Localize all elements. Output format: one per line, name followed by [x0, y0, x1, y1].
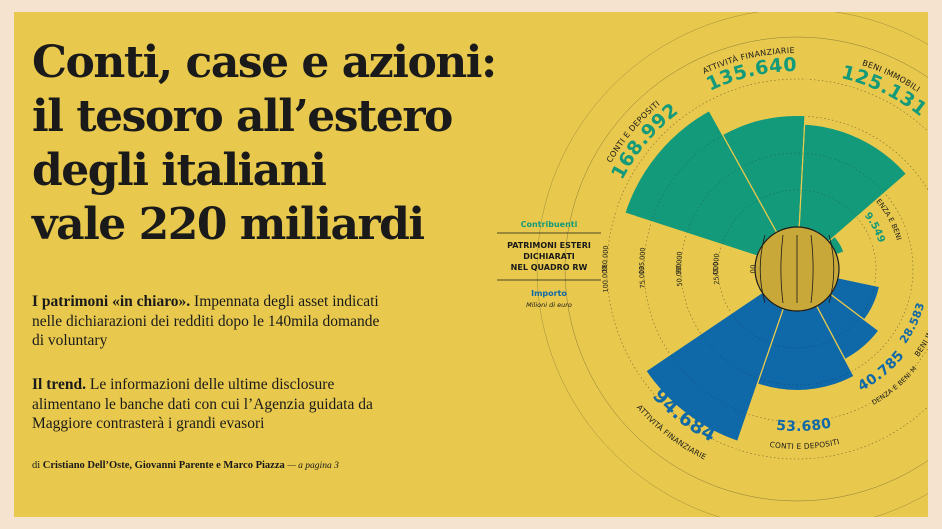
legend-importo: Importo [531, 289, 567, 298]
hub-pattern [780, 234, 784, 304]
paragraph-text: Impennata degli asset indicati nelle dic… [32, 293, 380, 349]
grid-ring [606, 78, 928, 460]
grid-ring [717, 189, 877, 349]
importo-bar-grid [700, 333, 760, 379]
hub-pattern [828, 234, 835, 304]
headline-line: il tesoro all’estero [32, 91, 453, 142]
outer-guide-ring [536, 12, 928, 517]
importo-bar-grid [731, 313, 772, 344]
headline-line: vale 220 miliardi [32, 199, 425, 250]
grid-ring [680, 152, 914, 386]
contribuenti-bar-grid [801, 189, 857, 218]
contribuenti-tick-label: 135.000 [638, 247, 647, 274]
importo-tick-label: 25.000 [712, 262, 721, 285]
contribuenti-bar-grid [740, 152, 804, 168]
bar-separator [629, 291, 763, 383]
legend-units: Milioni di euro [526, 301, 572, 309]
headline-line: degli italiani [32, 145, 327, 196]
byline-prefix: di [32, 460, 41, 471]
importo-bar-grid [859, 285, 875, 317]
bar-separator [730, 308, 784, 461]
contribuenti-bar-grid [686, 167, 741, 234]
importo-bar-grid [759, 371, 852, 386]
importo-tick-label: 75.000 [638, 266, 647, 289]
paragraph-lead: I patrimoni «in chiaro». [32, 293, 191, 310]
contribuenti-tick-label: 180.000 [601, 245, 610, 272]
byline: di Cristiano Dell’Oste, Giovanni Parente… [32, 460, 339, 471]
infographic-panel: Conti, case e azioni: il tesoro all’este… [14, 12, 928, 517]
importo-tick-label: 100.000 [601, 265, 610, 292]
hub-pattern [759, 234, 766, 304]
legend-contribuenti: Contribuenti [521, 220, 578, 229]
bar-separator [836, 220, 928, 256]
contribuenti-value-label: 135.640 [703, 54, 797, 96]
importo-tick-label: 0 [749, 269, 757, 274]
legend-title-line: DICHIARATI [523, 252, 575, 261]
legend-title-line: NEL QUADRO RW [511, 263, 588, 272]
bar-separator [837, 277, 928, 298]
bar-separator [830, 293, 928, 369]
paragraph-trend: Il trend. Le informazioni delle ultime d… [32, 375, 392, 434]
importo-tick-label: 50.000 [675, 264, 684, 287]
contribuenti-tick-label: 45.000 [712, 253, 721, 276]
paragraph-patrimoni: I patrimoni «in chiaro». Impennata degli… [32, 292, 392, 351]
contribuenti-bar-grid [651, 134, 723, 222]
bar-separator [604, 206, 758, 257]
bar-separator [816, 305, 893, 448]
bar-separator [828, 154, 928, 242]
headline-line: Conti, case e azioni: [32, 37, 497, 88]
paragraph-text: Le informazioni delle ultime disclosure … [32, 376, 373, 432]
legend-title-line: PATRIMONI ESTERI [507, 241, 591, 250]
importo-bar-grid [669, 354, 748, 414]
importo-bar-grid [771, 338, 835, 349]
paragraph-lead: Il trend. [32, 376, 86, 393]
importo-category-label: CONTI E DEPOSITI [769, 437, 840, 451]
contribuenti-tick-label: 90.000 [675, 251, 684, 274]
polar-bar-chart: 0 45.000 90.000 135.000 180.000 0 25.000 50.000… [14, 12, 928, 517]
contribuenti-value-label: 9.549 [862, 211, 887, 245]
contribuenti-tick-label: 0 [749, 264, 757, 269]
hub-pattern [810, 234, 814, 304]
byline-page-ref: — a pagina 3 [287, 461, 339, 471]
outer-guide-ring [564, 36, 928, 502]
byline-authors: Cristiano Dell’Oste, Giovanni Parente e … [42, 460, 285, 471]
importo-bar-grid [833, 316, 861, 339]
bar-separator [698, 92, 778, 233]
bar-separator [798, 67, 809, 228]
importo-value-label: 53.680 [775, 415, 832, 435]
headline: Conti, case e azioni: il tesoro all’este… [32, 36, 502, 252]
